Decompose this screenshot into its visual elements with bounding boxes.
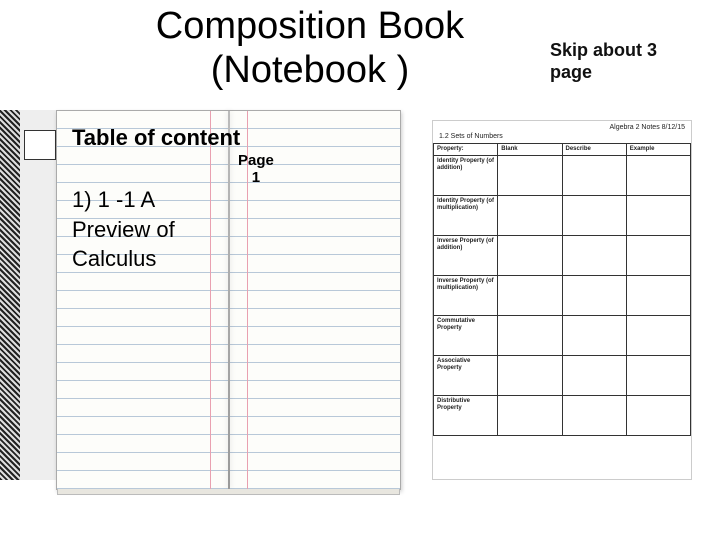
skip-pages-note: Skip about 3 page — [550, 40, 695, 83]
table-row: Identity Property (of addition) — [434, 155, 691, 195]
col-describe: Describe — [562, 143, 626, 155]
row-blank-cell — [498, 395, 562, 435]
row-blank-cell — [498, 235, 562, 275]
row-blank-cell — [562, 275, 626, 315]
worksheet-page: Algebra 2 Notes 8/12/15 1.2 Sets of Numb… — [432, 120, 692, 480]
row-property-label: Commutative Property — [434, 315, 498, 355]
table-header-row: Property: Blank Describe Example — [434, 143, 691, 155]
notebook-spine — [228, 111, 230, 489]
row-blank-cell — [626, 235, 690, 275]
worksheet-section-label: 1.2 Sets of Numbers — [433, 133, 691, 143]
row-property-label: Identity Property (of addition) — [434, 155, 498, 195]
row-blank-cell — [626, 195, 690, 235]
worksheet-course-label: Algebra 2 Notes 8/12/15 — [433, 121, 691, 133]
row-blank-cell — [562, 315, 626, 355]
toc-heading: Table of content — [72, 125, 240, 151]
page-label-number: 1 — [252, 169, 260, 186]
row-blank-cell — [498, 195, 562, 235]
row-property-label: Inverse Property (of addition) — [434, 235, 498, 275]
row-blank-cell — [498, 315, 562, 355]
row-property-label: Identity Property (of multiplication) — [434, 195, 498, 235]
row-blank-cell — [562, 355, 626, 395]
row-blank-cell — [498, 355, 562, 395]
notebook-page-edge — [57, 489, 400, 495]
table-row: Inverse Property (of addition) — [434, 235, 691, 275]
col-property: Property: — [434, 143, 498, 155]
row-property-label: Inverse Property (of multiplication) — [434, 275, 498, 315]
row-blank-cell — [562, 235, 626, 275]
page-label-text: Page — [238, 152, 274, 169]
composition-book-cover — [0, 110, 60, 480]
row-blank-cell — [498, 275, 562, 315]
col-example: Example — [626, 143, 690, 155]
row-blank-cell — [626, 355, 690, 395]
page-label: Page 1 — [238, 152, 274, 187]
composition-spine — [0, 110, 20, 480]
row-blank-cell — [562, 195, 626, 235]
row-property-label: Distributive Property — [434, 395, 498, 435]
row-blank-cell — [626, 275, 690, 315]
row-property-label: Associative Property — [434, 355, 498, 395]
col-blank: Blank — [498, 143, 562, 155]
row-blank-cell — [626, 155, 690, 195]
toc-entry: 1) 1 -1 A Preview of Calculus — [72, 185, 237, 274]
table-row: Commutative Property — [434, 315, 691, 355]
title-line-1: Composition Book — [115, 5, 505, 49]
title-block: Composition Book (Notebook ) — [115, 5, 505, 92]
row-blank-cell — [562, 155, 626, 195]
title-line-2: (Notebook ) — [115, 49, 505, 93]
open-notebook — [56, 110, 401, 490]
worksheet-table: Property: Blank Describe Example Identit… — [433, 143, 691, 436]
row-blank-cell — [626, 315, 690, 355]
table-row: Inverse Property (of multiplication) — [434, 275, 691, 315]
row-blank-cell — [626, 395, 690, 435]
table-row: Associative Property — [434, 355, 691, 395]
row-blank-cell — [562, 395, 626, 435]
composition-label-box — [24, 130, 56, 160]
notebook-left-page — [57, 111, 229, 489]
table-row: Identity Property (of multiplication) — [434, 195, 691, 235]
row-blank-cell — [498, 155, 562, 195]
table-row: Distributive Property — [434, 395, 691, 435]
